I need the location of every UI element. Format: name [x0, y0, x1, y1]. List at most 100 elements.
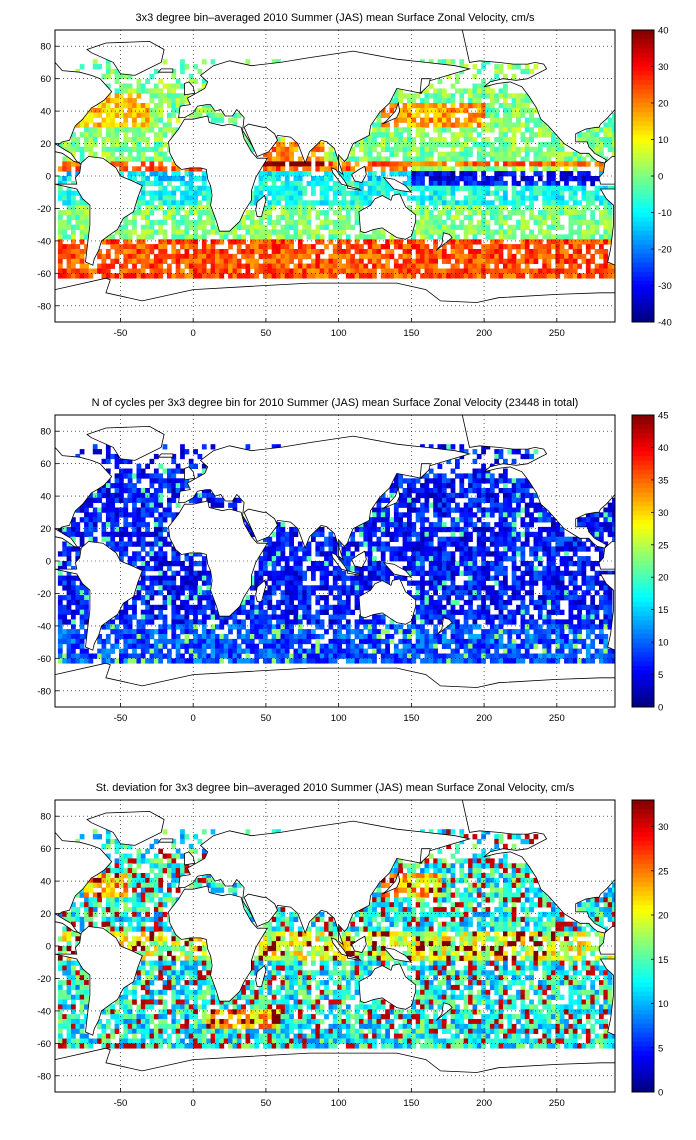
heatmap-cell: [119, 151, 124, 157]
heatmap-cell: [455, 546, 460, 552]
heatmap-cell: [162, 190, 168, 196]
heatmap-cell: [446, 483, 452, 489]
heatmap-cell: [511, 137, 517, 143]
heatmap-cell: [79, 449, 85, 455]
heatmap-cell: [463, 122, 469, 128]
heatmap-cell: [476, 263, 482, 269]
heatmap-cell: [555, 580, 561, 586]
heatmap-cell: [114, 88, 120, 94]
heatmap-cell: [127, 268, 133, 274]
heatmap-cell: [385, 541, 390, 547]
colorbar-tick-label: 40: [658, 26, 669, 37]
heatmap-cell: [494, 253, 500, 260]
heatmap-cell: [293, 190, 299, 196]
heatmap-cell: [472, 64, 478, 70]
heatmap-cell: [184, 190, 190, 196]
heatmap-cell: [498, 117, 504, 123]
heatmap-cell: [503, 190, 508, 196]
heatmap-cell: [324, 244, 329, 250]
heatmap-cell: [84, 214, 89, 221]
heatmap-cell: [293, 176, 299, 182]
heatmap-cell: [197, 268, 203, 274]
heatmap-cell: [555, 590, 561, 596]
colorbar-step: [632, 276, 654, 282]
heatmap-cell: [201, 492, 207, 499]
heatmap-cell: [306, 268, 312, 274]
heatmap-cell: [537, 517, 543, 523]
heatmap-cell: [564, 161, 569, 167]
coastline: [382, 177, 413, 193]
heatmap-cell: [498, 561, 504, 567]
heatmap-cell: [437, 117, 443, 123]
heatmap-cell: [367, 526, 373, 533]
coastline: [419, 78, 431, 95]
heatmap-cell: [188, 253, 194, 260]
heatmap-cell: [258, 575, 264, 581]
heatmap-cell: [114, 258, 120, 264]
heatmap-cell: [590, 214, 596, 221]
heatmap-cell: [158, 536, 164, 542]
heatmap-cell: [71, 132, 76, 138]
heatmap-cell: [385, 497, 390, 503]
heatmap-cell: [489, 200, 495, 206]
heatmap-cell: [276, 531, 281, 538]
heatmap-cell: [315, 200, 321, 206]
heatmap-cell: [433, 590, 438, 596]
heatmap-cell: [529, 497, 534, 503]
heatmap-cell: [167, 88, 172, 94]
heatmap-cell: [551, 526, 556, 533]
heatmap-cell: [153, 492, 159, 499]
heatmap-cell: [380, 541, 386, 547]
heatmap-cell: [315, 253, 321, 260]
heatmap-cell: [476, 492, 482, 499]
heatmap-cell: [158, 253, 164, 260]
heatmap-cell: [88, 517, 94, 523]
heatmap-cell: [393, 166, 399, 172]
heatmap-cell: [158, 156, 164, 162]
heatmap-cell: [568, 570, 574, 576]
colorbar-step: [632, 290, 654, 296]
heatmap-cell: [241, 249, 246, 255]
heatmap-cell: [472, 205, 478, 211]
heatmap-cell: [529, 258, 534, 264]
heatmap-cell: [114, 98, 120, 104]
heatmap-cell: [367, 137, 373, 143]
heatmap-cell: [145, 488, 150, 494]
heatmap-cell: [153, 580, 159, 586]
heatmap-cell: [415, 512, 421, 518]
heatmap-cell: [385, 526, 390, 533]
heatmap-cell: [254, 263, 260, 269]
heatmap-cell: [568, 195, 574, 201]
heatmap-cell: [354, 580, 360, 586]
heatmap-cell: [105, 502, 111, 508]
heatmap-cell: [402, 478, 408, 484]
heatmap-cell: [420, 180, 425, 187]
heatmap-cell: [542, 258, 548, 264]
heatmap-cell: [354, 585, 360, 591]
heatmap-cell: [354, 244, 360, 250]
heatmap-cell: [136, 536, 142, 542]
heatmap-cell: [271, 590, 277, 596]
heatmap-cell: [607, 224, 613, 230]
heatmap-cell: [328, 263, 334, 269]
heatmap-cell: [332, 185, 338, 191]
heatmap-cell: [411, 180, 417, 187]
heatmap-cell: [468, 483, 473, 489]
heatmap-cell: [341, 268, 347, 274]
heatmap-cell: [385, 185, 390, 191]
heatmap-cell: [66, 244, 72, 250]
heatmap-cell: [97, 253, 102, 260]
heatmap-cell: [92, 492, 98, 499]
heatmap-cell: [66, 195, 72, 201]
heatmap-cell: [407, 483, 412, 489]
heatmap-cell: [542, 214, 548, 221]
heatmap-cell: [402, 137, 408, 143]
heatmap-cell: [380, 234, 386, 240]
heatmap-cell: [123, 531, 129, 538]
heatmap-cell: [219, 268, 225, 274]
heatmap-cell: [66, 200, 72, 206]
heatmap-cell: [420, 517, 425, 523]
heatmap-cell: [184, 98, 190, 104]
heatmap-cell: [524, 263, 530, 269]
heatmap-cell: [494, 258, 500, 264]
